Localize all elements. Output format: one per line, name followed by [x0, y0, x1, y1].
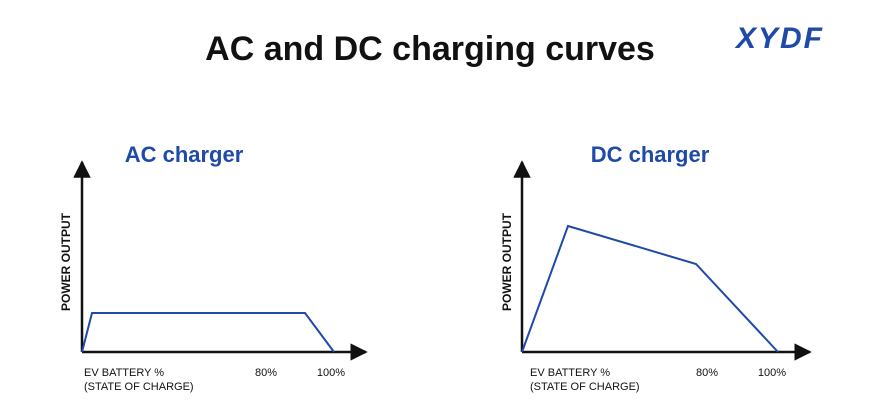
y-label: POWER OUTPUT [59, 212, 73, 311]
x-tick: 100% [758, 367, 786, 379]
x-tick: 80% [255, 367, 277, 379]
title: AC and DC charging curves [205, 30, 655, 68]
x-label: EV BATTERY % [530, 367, 610, 379]
dc-panel: DC charger POWER OUTPUT EV BATTERY % (ST… [500, 142, 812, 393]
panel-title: AC charger [125, 142, 244, 167]
panel-title: DC charger [591, 142, 710, 167]
x-tick: 80% [696, 367, 718, 379]
x-tick: 100% [317, 367, 345, 379]
x-label: EV BATTERY % [84, 367, 164, 379]
logo: XYDF [734, 22, 824, 55]
x-label: (STATE OF CHARGE) [84, 381, 194, 393]
y-label: POWER OUTPUT [500, 212, 514, 311]
curve [521, 224, 779, 353]
curve [81, 312, 335, 353]
ac-panel: AC charger POWER OUTPUT EV BATTERY % (ST… [59, 142, 368, 393]
x-label: (STATE OF CHARGE) [530, 381, 640, 393]
